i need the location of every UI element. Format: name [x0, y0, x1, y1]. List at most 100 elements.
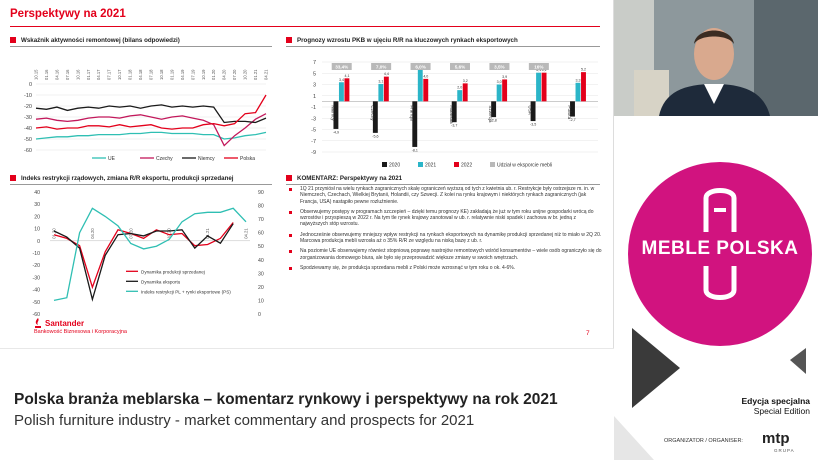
caption-band	[0, 348, 614, 460]
legend-label: UE	[108, 156, 116, 162]
export-share-value: 6,0%	[415, 65, 425, 70]
panel-title: Indeks restrykcji rządowych, zmiana R/R …	[21, 174, 234, 182]
gdp-forecast-chart: 7 5 3 1 -1 -3 -5 -7 -9 -4,9 3,44,1 33,4% Niemcy -5,6 3…	[311, 60, 598, 169]
x-tick-label: 01.20	[52, 228, 57, 239]
speaker-image	[614, 0, 818, 116]
bar-value-label: 3,2	[463, 79, 468, 83]
y-tick-label-right: 0	[258, 312, 261, 318]
bar-2021	[496, 84, 502, 102]
category-label: Polska	[567, 105, 572, 119]
mtp-logo-sub: GRUPA	[774, 448, 795, 453]
bar-2022	[502, 79, 508, 102]
bar-value-label: 5,1	[536, 68, 541, 72]
bar-value-label: -3,7	[451, 124, 457, 128]
x-tick-label: 07.20	[232, 69, 237, 80]
y-tick-label-left: 0	[37, 239, 40, 245]
bar-value-label: 3,0	[497, 80, 502, 84]
legend-label: 2022	[461, 163, 472, 169]
bar-value-label: 5,2	[581, 68, 586, 72]
edition-pl: Edycja specjalna	[741, 396, 810, 406]
bar-value-label: 3,1	[378, 79, 383, 83]
panel-header: Prognozy wzrostu PKB w ujęciu R/R na klu…	[286, 34, 518, 46]
category-label: Czechy	[370, 105, 375, 121]
bar-2021	[457, 90, 463, 102]
decor-triangles	[614, 328, 806, 460]
bar-value-label: 3,9	[502, 75, 507, 79]
bar-value-label: -2,7	[569, 118, 575, 122]
legend-label: Niemcy	[198, 156, 215, 162]
bar-2020	[451, 101, 457, 123]
y-tick-label: -60	[24, 148, 32, 154]
y-tick-label-right: 20	[258, 285, 264, 291]
y-tick-label: -10	[24, 93, 32, 99]
bar-value-label: -3,5	[530, 123, 536, 127]
x-tick-label: 04.21	[244, 228, 249, 239]
legend-swatch	[454, 162, 459, 167]
export-share-value: 7,0%	[376, 65, 386, 70]
y-tick-label: -40	[24, 126, 32, 132]
legend-label: Czechy	[156, 156, 173, 162]
bar-value-label: 4,4	[384, 72, 389, 76]
x-tick-label: 04.17	[96, 69, 101, 80]
brand-monogram-bottom-icon	[703, 266, 737, 300]
series-line-czechy	[35, 113, 267, 147]
x-tick-label: 10.17	[117, 69, 122, 80]
bar-2022	[541, 72, 547, 102]
y-tick-label-right: 90	[258, 190, 264, 196]
category-label: USA	[528, 105, 533, 115]
export-share-badge	[371, 63, 392, 70]
x-tick-label: 10.15	[34, 69, 39, 80]
panel-rule	[10, 46, 272, 47]
bar-2020	[491, 101, 497, 118]
bar-2022	[462, 83, 468, 102]
x-tick-label: 10.20	[243, 69, 248, 80]
series-line-polska	[35, 94, 267, 130]
category-label: Francja	[409, 105, 414, 121]
series-line-1	[53, 223, 234, 302]
y-tick-label: 5	[313, 71, 316, 77]
organizer-label: ORGANIZATOR / ORGANISER:	[664, 438, 743, 444]
y-tick-label-left: 20	[34, 214, 40, 220]
y-tick-label: -50	[24, 137, 32, 143]
y-tick-label-left: -20	[33, 263, 41, 269]
red-square-icon	[10, 37, 16, 43]
y-tick-label-left: -10	[33, 251, 41, 257]
x-tick-label: 07.19	[190, 69, 195, 80]
comment-paragraph: Jednocześnie obserwujemy mniejszy wpływ …	[286, 232, 604, 245]
title-divider	[10, 26, 600, 27]
legend-label: Dynamika eksportu	[141, 279, 181, 284]
y-tick-label-right: 50	[258, 244, 264, 250]
x-tick-label: 10.19	[201, 69, 206, 80]
x-tick-label: 10.20	[167, 228, 172, 239]
series-line-0	[53, 222, 234, 290]
red-square-icon	[10, 175, 16, 181]
y-tick-label-left: -50	[33, 300, 41, 306]
y-tick-label-right: 40	[258, 258, 264, 264]
restrictions-panel: Indeks restrykcji rządowych, zmiana R/R …	[10, 172, 276, 318]
legend-label: 2021	[425, 163, 436, 169]
category-label: Niemcy	[330, 105, 335, 121]
brand-monogram-icon	[703, 188, 737, 232]
y-tick-label: -30	[24, 115, 32, 121]
bar-value-label: 4,0	[423, 74, 428, 78]
bar-value-label: 4,1	[344, 74, 349, 78]
y-tick-label-right: 10	[258, 298, 264, 304]
red-square-icon	[286, 175, 292, 181]
edition-label: Edycja specjalna Special Edition	[700, 396, 810, 416]
y-tick-label-left: 30	[34, 202, 40, 208]
series-line-2	[53, 207, 247, 302]
y-tick-label: 0	[29, 82, 32, 88]
category-label: Holandia	[449, 105, 454, 124]
y-tick-label: 7	[313, 60, 316, 66]
legend-label: Polska	[240, 156, 255, 162]
bar-value-label: -5,6	[372, 134, 378, 138]
mtp-logo: mtp	[762, 430, 790, 447]
category-label: Szwecja	[488, 105, 493, 123]
y-tick-label: -5	[311, 128, 316, 134]
legend-label: Indeks restrykcji PL + rynki eksportowe …	[141, 289, 231, 294]
bar-2020	[530, 101, 536, 122]
y-tick-label-left: 10	[34, 227, 40, 233]
speaker-video	[614, 0, 818, 116]
bar-value-label: 3,3	[576, 78, 581, 82]
